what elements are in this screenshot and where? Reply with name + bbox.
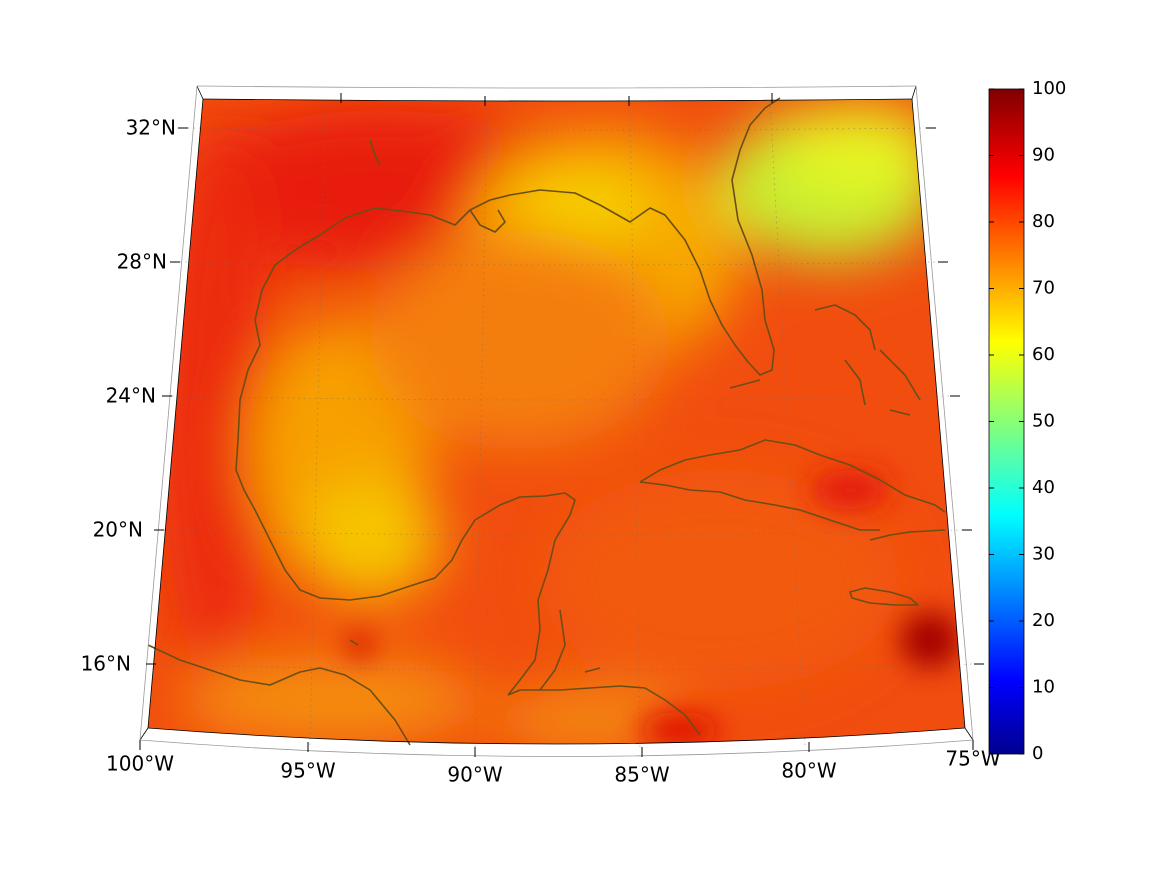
north-gulf-coastline bbox=[469, 97, 781, 376]
lon-tick-label: 90°W bbox=[447, 763, 502, 787]
coastlines bbox=[147, 97, 946, 746]
cuba bbox=[639, 439, 946, 513]
field-region-honduras bbox=[640, 712, 720, 744]
lon-axis: 100°W 95°W 90°W 85°W 80°W 75°W bbox=[106, 93, 1001, 787]
colorbar-tick-label: 50 bbox=[1032, 411, 1055, 432]
field-region-central-gulf bbox=[370, 230, 670, 450]
field-region-southwest bbox=[180, 655, 480, 744]
field-region-caribbean bbox=[540, 470, 900, 690]
colorbar-tick-label: 100 bbox=[1032, 78, 1066, 99]
field-region-atlantic-outer bbox=[780, 105, 940, 195]
colorbar-tick-label: 0 bbox=[1032, 743, 1043, 764]
field-region-campeche bbox=[300, 480, 440, 600]
colorbar-tick-label: 20 bbox=[1032, 610, 1055, 631]
graticule bbox=[155, 99, 975, 749]
colorbar-tick-label: 70 bbox=[1032, 278, 1055, 299]
bahamas bbox=[814, 304, 921, 416]
field-region-tampico bbox=[346, 633, 374, 657]
lat-tick-label: 20°N bbox=[93, 518, 143, 542]
lat-tick-label: 28°N bbox=[117, 250, 167, 274]
florida-keys bbox=[729, 379, 761, 389]
lon-tick-label: 85°W bbox=[614, 763, 669, 787]
hispaniola bbox=[869, 529, 946, 541]
colorbar-tick-label: 80 bbox=[1032, 211, 1055, 232]
colorbar-tick-label: 30 bbox=[1032, 544, 1055, 565]
field-region-cuba-east bbox=[810, 470, 890, 510]
field-region-hispaniola-south bbox=[900, 612, 960, 668]
lon-tick-label: 100°W bbox=[106, 752, 174, 776]
gulf-coastline bbox=[235, 207, 576, 696]
colorbar-tick-label: 40 bbox=[1032, 477, 1055, 498]
lat-tick-label: 24°N bbox=[106, 384, 156, 408]
lat-tick-label: 16°N bbox=[81, 652, 131, 676]
field-region-panhandle bbox=[510, 175, 650, 245]
lon-tick-label: 95°W bbox=[280, 759, 335, 783]
lon-tick-label: 80°W bbox=[781, 759, 836, 783]
central-america bbox=[147, 644, 411, 746]
lat-tick-label: 32°N bbox=[126, 116, 176, 140]
lat-axis: 32°N 28°N 24°N 20°N 16°N bbox=[81, 116, 984, 676]
map-frame bbox=[139, 85, 974, 757]
colorbar-tick-label: 10 bbox=[1032, 677, 1055, 698]
colorbar-tick-label: 90 bbox=[1032, 145, 1055, 166]
colorbar-gradient bbox=[988, 88, 1025, 755]
colorbar-tick-label: 60 bbox=[1032, 344, 1055, 365]
jamaica bbox=[849, 587, 919, 606]
